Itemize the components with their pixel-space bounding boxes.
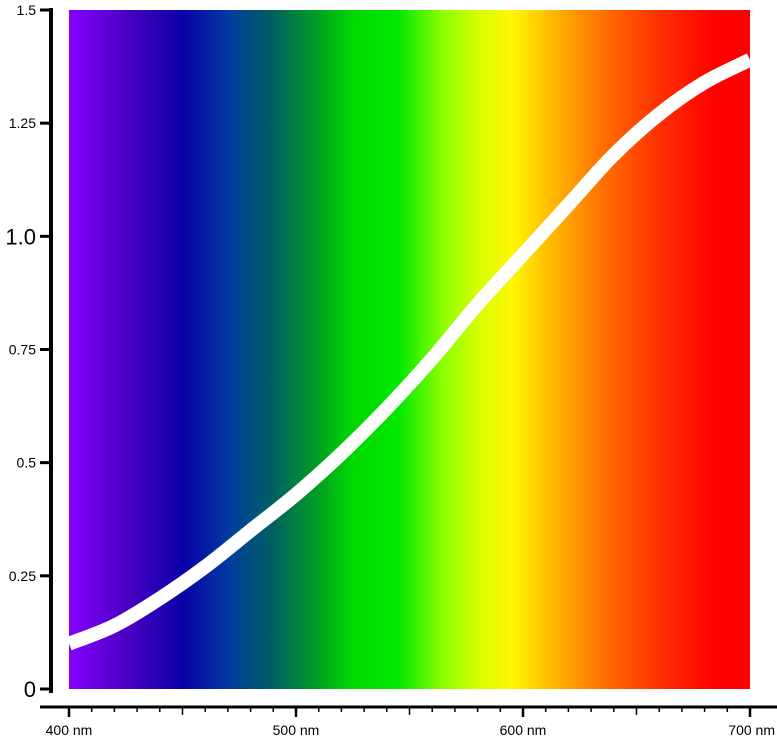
y-tick-label-2: 0.5 — [17, 455, 37, 471]
x-axis: 400 nm 500 nm 600 nm 700 nm — [40, 705, 777, 738]
x-tick-label-1: 500 nm — [273, 722, 320, 738]
series-line-0 — [66, 53, 754, 651]
y-tick-label-4: 1.0 — [5, 224, 36, 249]
y-tick-label-6: 1.5 — [17, 2, 37, 18]
y-tick-label-5: 1.25 — [9, 115, 36, 131]
y-axis: 0 0.25 0.5 0.75 1.0 1.25 1.5 — [5, 2, 53, 702]
y-tick-label-3: 0.75 — [9, 342, 36, 358]
x-tick-label-2: 600 nm — [500, 722, 547, 738]
x-tick-label-3: 700 nm — [728, 722, 775, 738]
y-tick-label-1: 0.25 — [9, 568, 36, 584]
y-tick-label-0: 0 — [24, 677, 36, 702]
x-tick-label-0: 400 nm — [46, 722, 93, 738]
series-layer — [66, 53, 754, 651]
